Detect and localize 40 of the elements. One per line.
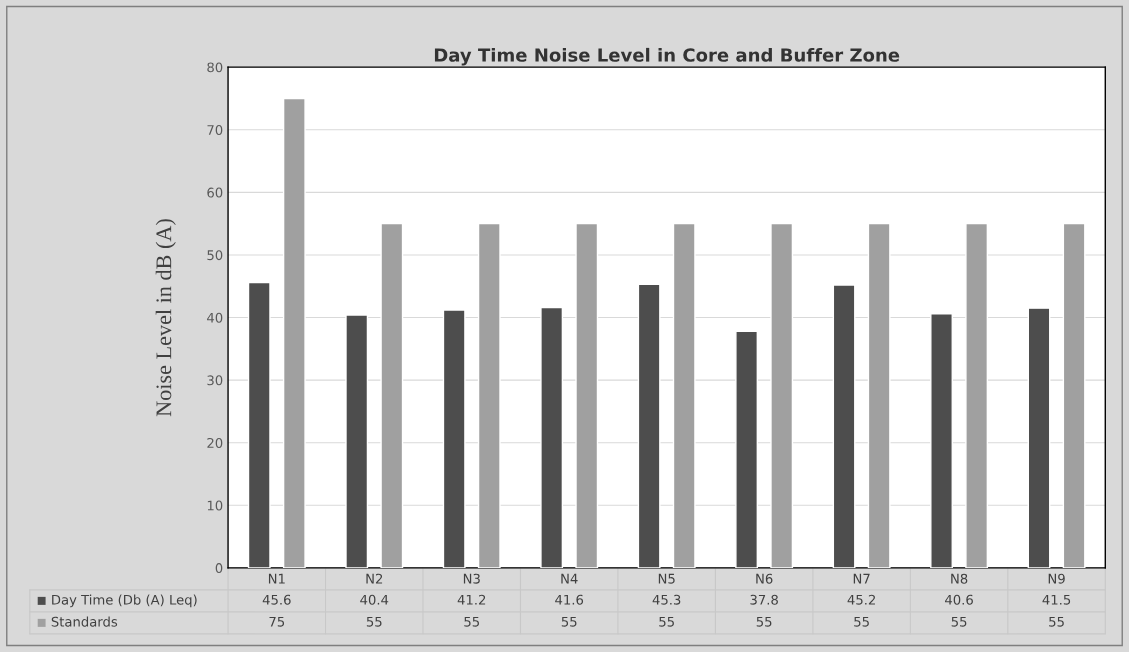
data-label: 55 [756, 616, 772, 627]
y-tick-label: 70 [207, 124, 223, 135]
x-tick-label: N9 [1048, 573, 1065, 584]
data-label: 41.6 [555, 594, 584, 605]
data-label: 75 [269, 616, 285, 627]
y-tick-label: 60 [207, 187, 223, 198]
data-label: 45.2 [847, 594, 875, 605]
x-tick-label: N7 [853, 573, 870, 584]
data-label: 40.4 [360, 594, 389, 605]
legend-label: Standards [51, 616, 118, 627]
data-label: 41.5 [1042, 594, 1071, 605]
data-label: 55 [464, 616, 479, 627]
x-tick-label: N4 [561, 573, 578, 584]
y-tick-label: 80 [207, 62, 223, 73]
data-label: 55 [561, 616, 577, 627]
data-label: 37.8 [750, 594, 778, 605]
data-label: 55 [366, 616, 382, 627]
y-tick-label: 20 [207, 437, 223, 448]
x-tick-label: N1 [268, 573, 285, 584]
y-axis-title: Noise Level in dB (A) [155, 219, 176, 417]
y-tick-label: 10 [207, 500, 223, 511]
x-tick-label: N3 [463, 573, 480, 584]
x-tick-label: N6 [756, 573, 773, 584]
y-tick-label: 40 [207, 312, 223, 323]
y-tick-label: 30 [207, 375, 223, 386]
x-tick-label: N2 [366, 573, 383, 584]
data-label: 45.6 [262, 594, 291, 605]
data-label: 40.6 [945, 594, 973, 605]
y-tick-label: 50 [207, 250, 223, 261]
data-label: 55 [659, 616, 674, 627]
y-tick-label: 0 [215, 563, 223, 574]
data-label: 55 [854, 616, 869, 627]
x-tick-label: N5 [658, 573, 675, 584]
legend-label: Day Time (Db (A) Leq) [52, 594, 197, 608]
data-label: 55 [951, 616, 967, 627]
data-label: 45.3 [652, 594, 681, 605]
data-label: 55 [1049, 616, 1064, 627]
x-tick-label: N8 [951, 573, 968, 584]
data-label: 41.2 [457, 594, 486, 605]
chart-title: Day Time Noise Level in Core and Buffer Zone [434, 47, 900, 66]
